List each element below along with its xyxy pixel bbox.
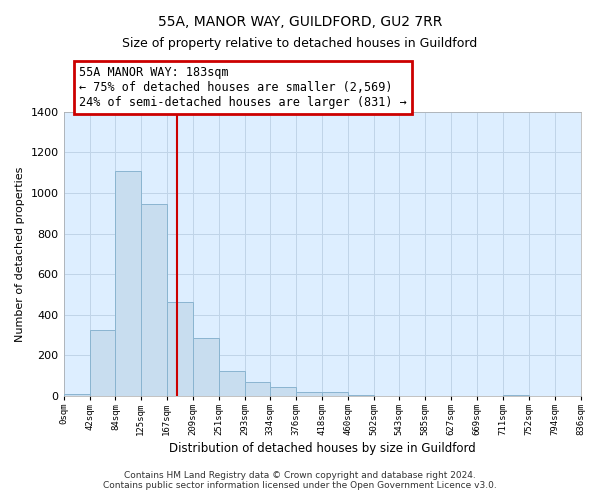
Text: 55A, MANOR WAY, GUILDFORD, GU2 7RR: 55A, MANOR WAY, GUILDFORD, GU2 7RR <box>158 15 442 29</box>
Bar <box>167 302 193 396</box>
Bar <box>348 395 374 396</box>
Text: Contains HM Land Registry data © Crown copyright and database right 2024.
Contai: Contains HM Land Registry data © Crown c… <box>103 470 497 490</box>
Bar <box>115 170 141 396</box>
X-axis label: Distribution of detached houses by size in Guildford: Distribution of detached houses by size … <box>169 442 475 455</box>
Bar <box>141 204 167 396</box>
Text: Size of property relative to detached houses in Guildford: Size of property relative to detached ho… <box>122 38 478 51</box>
Bar <box>219 370 245 396</box>
Bar <box>89 330 115 396</box>
Bar <box>270 386 296 396</box>
Bar <box>322 392 348 396</box>
Bar <box>245 382 270 396</box>
Bar <box>503 395 529 396</box>
Text: 55A MANOR WAY: 183sqm
← 75% of detached houses are smaller (2,569)
24% of semi-d: 55A MANOR WAY: 183sqm ← 75% of detached … <box>79 66 407 109</box>
Bar <box>64 394 89 396</box>
Bar <box>296 392 322 396</box>
Y-axis label: Number of detached properties: Number of detached properties <box>15 166 25 342</box>
Bar <box>193 338 219 396</box>
